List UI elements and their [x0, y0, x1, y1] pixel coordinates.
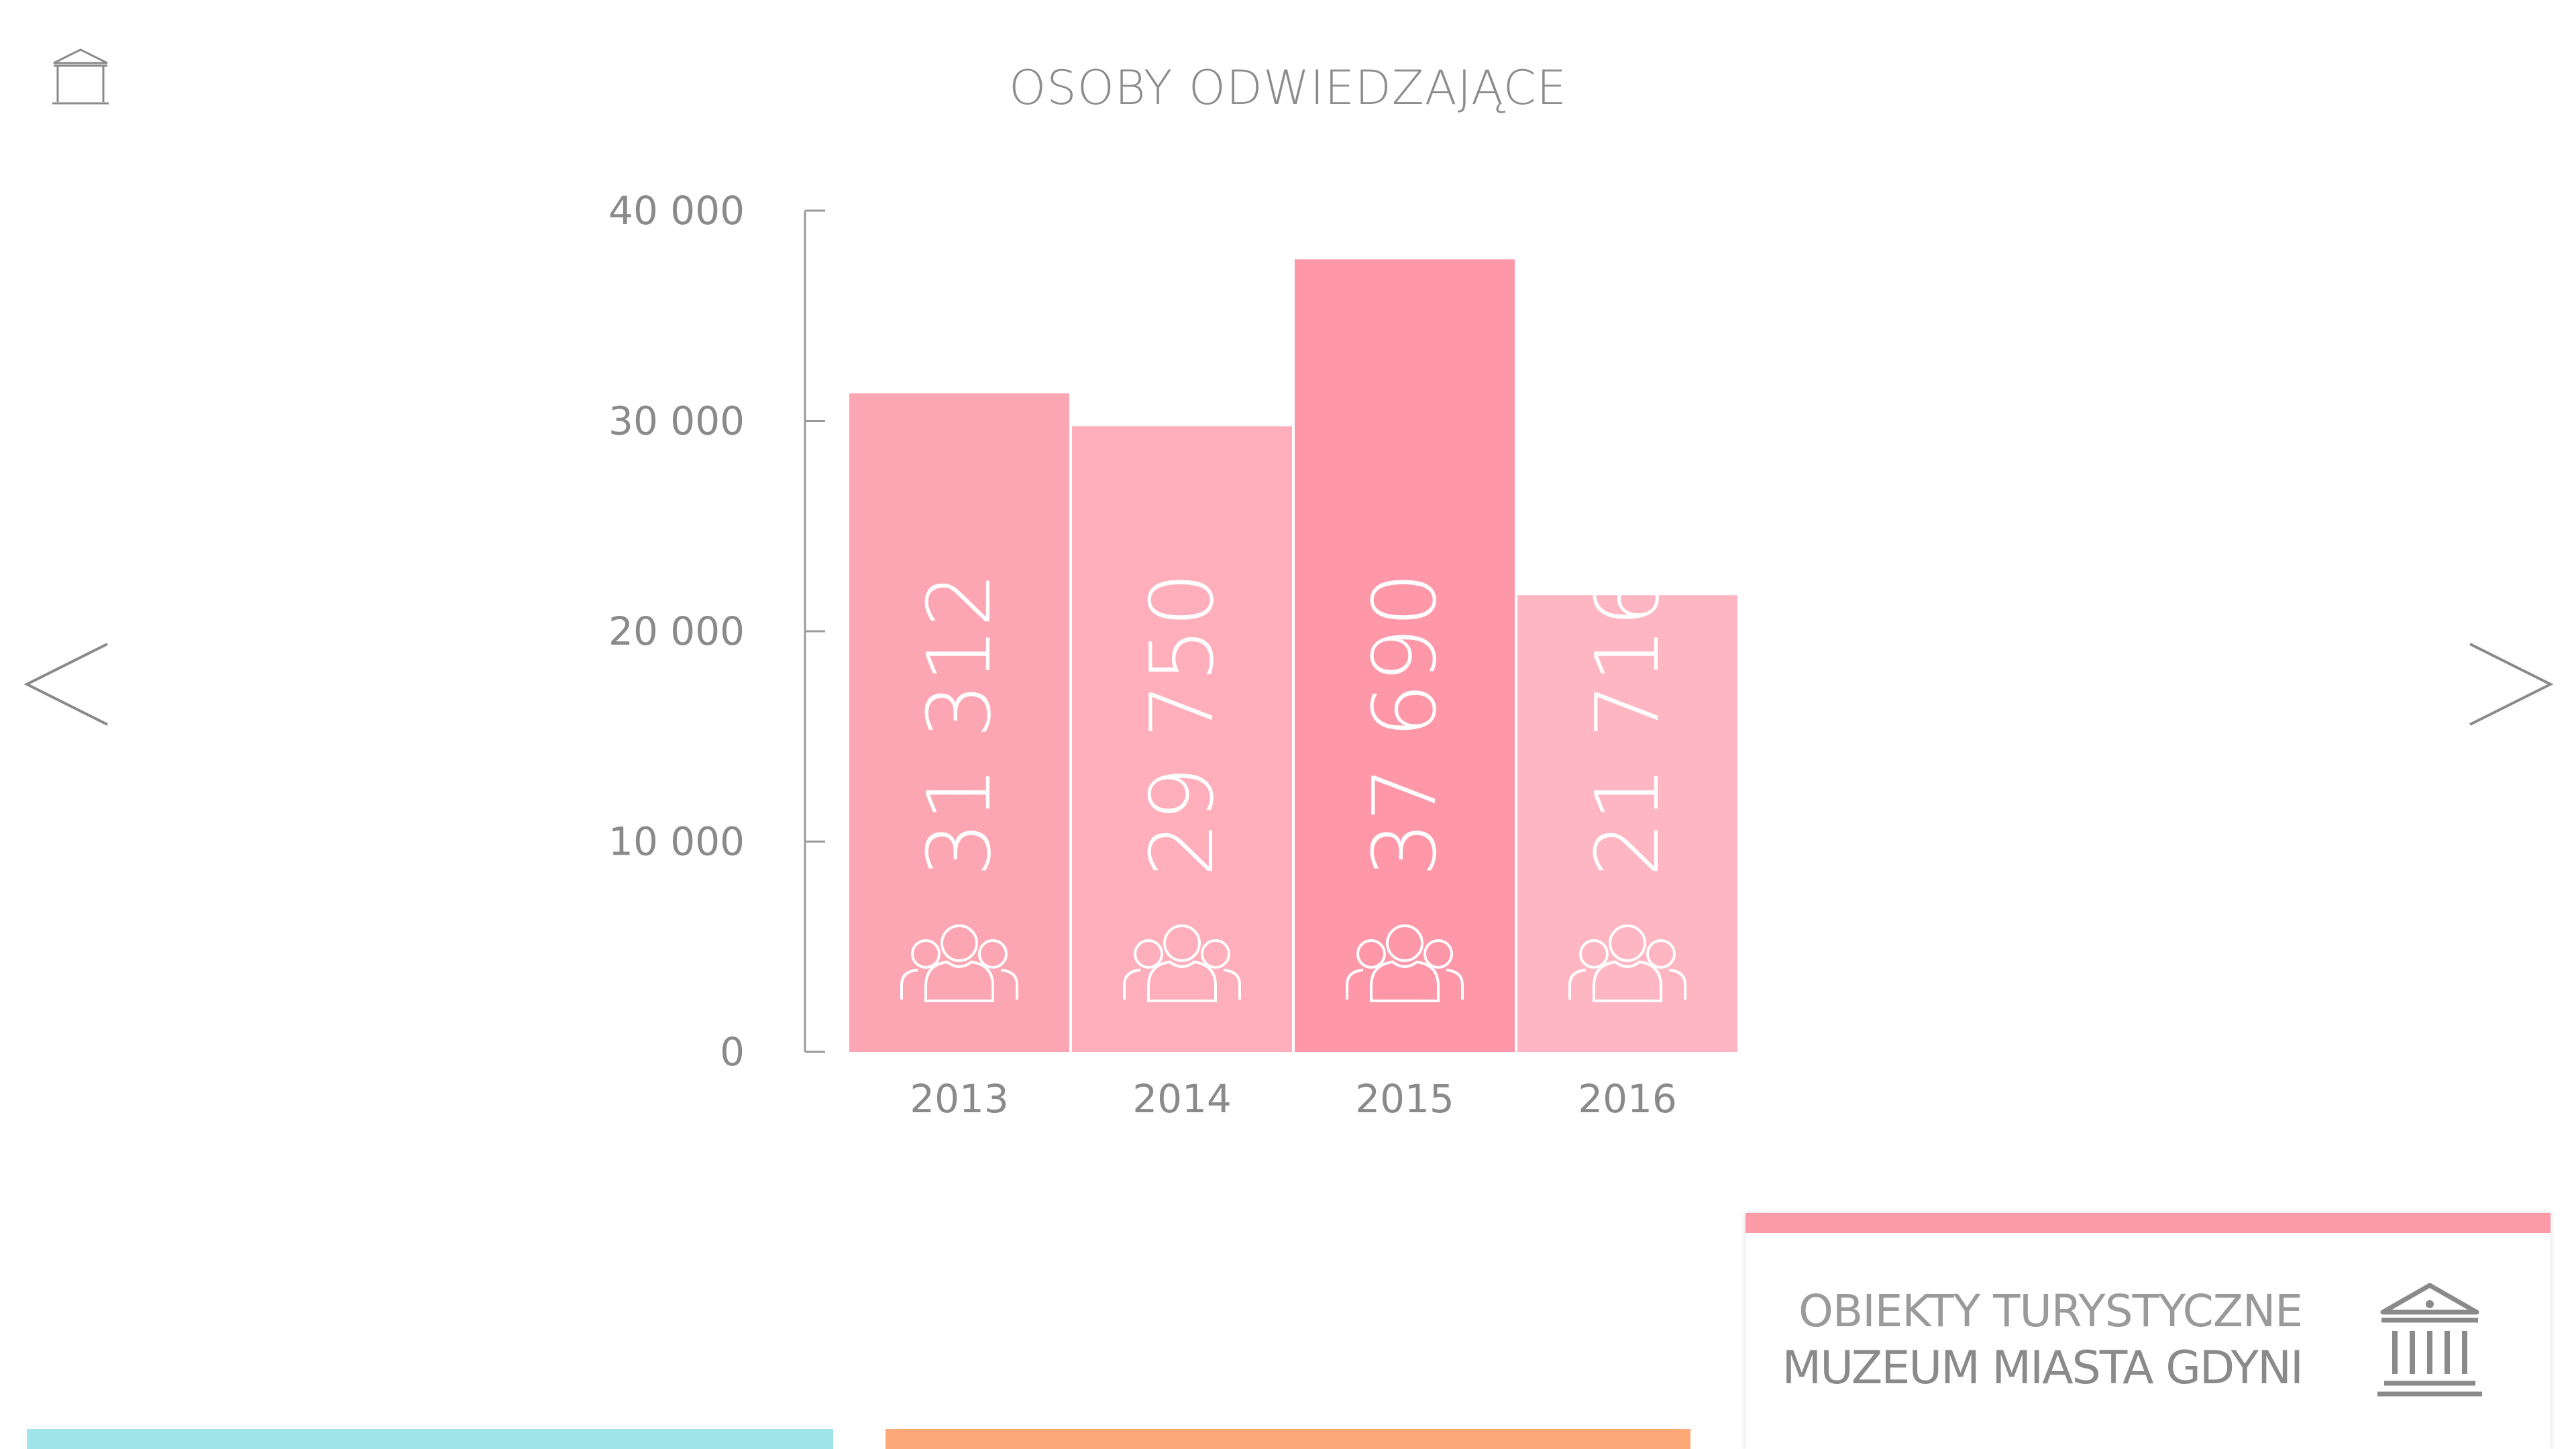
info-card-name: MUZEUM MIASTA GDYNI: [1782, 1342, 2304, 1395]
bar: [1517, 595, 1737, 1052]
people-group-icon: [1123, 924, 1241, 1002]
chevron-right-icon: [2469, 643, 2554, 726]
bar-chart: 0 10 000 20 000 30 000 40 000 31 312 2013 29 75…: [608, 188, 1737, 1122]
bar: [1072, 426, 1292, 1052]
y-tick-label: 0: [720, 1029, 745, 1075]
x-category-label: 2013: [910, 1076, 1009, 1122]
y-tick-label: 40 000: [608, 188, 745, 233]
people-group-icon: [900, 924, 1018, 1002]
bar: [849, 393, 1069, 1052]
museum-icon: [2377, 1283, 2482, 1397]
x-category-label: 2014: [1132, 1076, 1232, 1122]
bar: [1295, 259, 1515, 1053]
page-title: OSOBY ODWIEDZAJĄCE: [1009, 60, 1567, 115]
chevron-left-icon: [23, 643, 108, 726]
people-group-icon: [1568, 924, 1686, 1002]
previous-button[interactable]: [20, 637, 114, 731]
bottom-tab-1[interactable]: [27, 1429, 833, 1449]
people-group-icon: [1346, 924, 1464, 1002]
info-card[interactable]: OBIEKTY TURYSTYCZNE MUZEUM MIASTA GDYNI: [1746, 1213, 2551, 1449]
y-tick-label: 20 000: [608, 608, 745, 654]
info-card-accent-bar: [1746, 1213, 2551, 1233]
home-icon: [52, 48, 109, 105]
bottom-tab-2[interactable]: [885, 1429, 1690, 1449]
y-tick-label: 30 000: [608, 398, 745, 444]
x-category-label: 2016: [1578, 1076, 1677, 1122]
bar-value-label: 37 690: [1354, 572, 1456, 877]
bar-value-label: 31 312: [908, 572, 1010, 877]
info-card-category: OBIEKTY TURYSTYCZNE: [1798, 1285, 2303, 1337]
home-button[interactable]: [48, 46, 113, 110]
y-tick-label: 10 000: [608, 819, 745, 865]
x-category-label: 2015: [1355, 1076, 1454, 1122]
bar-value-label: 21 716: [1576, 572, 1678, 877]
next-button[interactable]: [2463, 637, 2557, 731]
bar-value-label: 29 750: [1131, 572, 1233, 877]
